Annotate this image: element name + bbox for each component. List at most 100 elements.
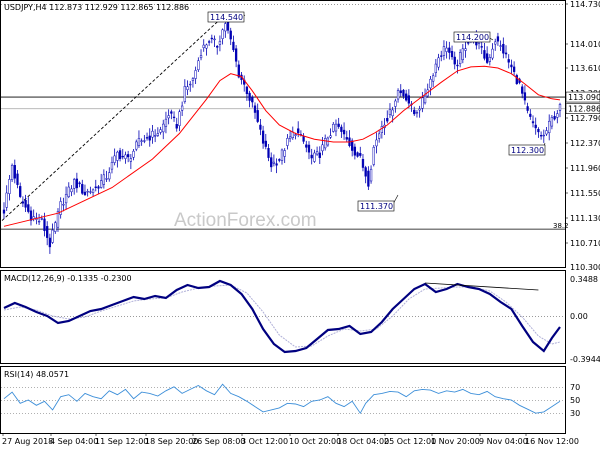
- candle-body: [24, 199, 27, 208]
- candle-body: [464, 48, 467, 51]
- candle-body: [288, 136, 292, 140]
- candle-body: [224, 23, 227, 32]
- candle-body: [534, 124, 537, 129]
- candle-body: [521, 86, 524, 94]
- candle-body: [267, 148, 270, 158]
- candle-body: [213, 38, 216, 41]
- candle-body: [278, 159, 281, 161]
- candle-body: [556, 113, 559, 118]
- price-panel-frame: [0, 0, 566, 268]
- candle-body: [356, 152, 359, 157]
- candle-body: [43, 218, 46, 232]
- candle-body: [8, 179, 11, 194]
- candle-body: [329, 135, 332, 138]
- candle-body: [89, 191, 92, 193]
- candle-body: [504, 52, 508, 55]
- candle-body: [537, 129, 540, 133]
- candle-body: [256, 110, 259, 122]
- candle-body: [345, 137, 348, 140]
- candle-body: [364, 167, 367, 177]
- candle-body: [558, 103, 562, 111]
- candle-body: [62, 204, 65, 206]
- macd-tick-label: 0.00: [570, 312, 588, 321]
- candle-body: [19, 186, 22, 197]
- candle-body: [280, 149, 284, 161]
- candle-body: [32, 216, 35, 219]
- candle-body: [448, 47, 451, 53]
- candle-body: [402, 89, 405, 97]
- candle-body: [127, 154, 130, 158]
- candle-body: [361, 159, 365, 168]
- candle-body: [121, 155, 124, 158]
- price-tick-label: 114.010: [570, 40, 600, 49]
- candle-body: [386, 118, 389, 122]
- candle-body: [172, 116, 176, 119]
- x-tick-label: 9 Nov 04:00: [479, 437, 528, 446]
- candle-body: [205, 44, 208, 49]
- macd-panel-title: MACD(12,26,9) -0.1335 -0.2300: [4, 274, 132, 283]
- annotation-label: 114.540: [210, 13, 243, 22]
- candle-body: [189, 83, 192, 86]
- candle-body: [396, 90, 400, 100]
- rsi-line: [3, 383, 561, 415]
- candle-body: [170, 111, 173, 114]
- price-tick-label: 111.550: [570, 189, 600, 198]
- candle-body: [399, 90, 402, 94]
- candle-body: [145, 137, 149, 139]
- candle-body: [313, 152, 316, 162]
- x-tick-label: 18 Oct 04:00: [337, 437, 389, 446]
- x-tick-label: 25 Oct 12:00: [384, 437, 436, 446]
- candle-body: [351, 140, 354, 151]
- candle-body: [485, 53, 489, 63]
- candle-body: [29, 210, 33, 221]
- candle-body: [548, 120, 551, 133]
- candle-body: [94, 186, 97, 188]
- candle-body: [105, 178, 108, 180]
- annotation-box: [207, 11, 245, 23]
- candle-body: [491, 48, 494, 59]
- macd-series: [3, 279, 561, 354]
- candle-body: [129, 158, 133, 162]
- candle-body: [140, 140, 143, 142]
- candle-body: [378, 133, 381, 139]
- current-price-tag: [565, 103, 600, 114]
- candle-body: [272, 161, 276, 164]
- candle-body: [218, 41, 222, 45]
- candle-body: [27, 204, 30, 212]
- candle-body: [550, 117, 554, 127]
- candle-body: [5, 192, 8, 208]
- candle-body: [234, 48, 238, 62]
- candle-body: [135, 141, 138, 150]
- price-tick-label: 113.610: [570, 64, 600, 73]
- candle-body: [305, 144, 308, 148]
- candle-body: [340, 126, 343, 132]
- candle-body: [102, 174, 106, 185]
- candle-body: [264, 140, 267, 147]
- candle-body: [496, 36, 500, 42]
- candle-body: [526, 106, 529, 111]
- candle-body: [391, 109, 394, 117]
- candle-body: [110, 161, 114, 170]
- candle-body: [461, 48, 464, 61]
- x-tick-label: 4 Sep 04:00: [50, 437, 98, 446]
- price-tick-label: 112.790: [570, 114, 600, 123]
- candle-body: [16, 173, 19, 185]
- candle-body: [186, 86, 189, 90]
- candle-body: [73, 179, 76, 189]
- candle-body: [70, 188, 73, 193]
- rsi-series: [3, 383, 561, 415]
- candle-body: [324, 138, 327, 149]
- annotation-box: [508, 144, 546, 156]
- candle-body: [143, 140, 146, 142]
- candle-body: [445, 47, 448, 52]
- candle-body: [270, 157, 273, 168]
- candle-body: [216, 45, 219, 48]
- candle-body: [286, 138, 289, 146]
- watermark: ActionForex.com: [174, 210, 317, 231]
- macd-main-line: [3, 279, 561, 354]
- candle-body: [450, 51, 454, 58]
- trendline: [1, 14, 226, 221]
- candle-body: [229, 30, 232, 40]
- x-tick-label: 26 Sep 08:00: [192, 437, 245, 446]
